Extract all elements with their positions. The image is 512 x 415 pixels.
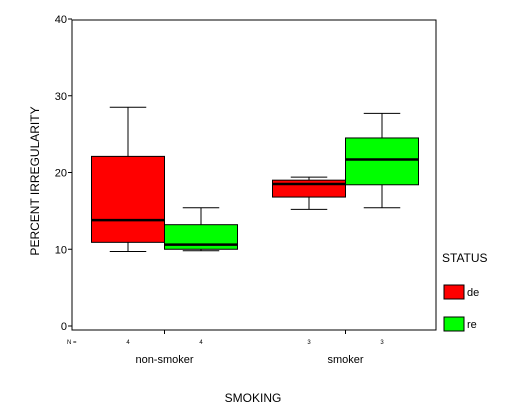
legend-label-de: de bbox=[467, 287, 479, 299]
y-tick-label: 10 bbox=[55, 244, 67, 256]
legend: STATUS de re bbox=[442, 251, 488, 332]
category-label: smoker bbox=[327, 354, 363, 366]
n-count-label: 4 bbox=[126, 340, 130, 346]
box-de bbox=[272, 179, 346, 198]
legend-swatch-re bbox=[443, 316, 465, 332]
y-tick-label: 20 bbox=[55, 168, 67, 180]
box-de bbox=[91, 155, 165, 243]
y-tick-label: 0 bbox=[61, 321, 67, 333]
x-axis: N = 4 4 non-smoker 3 3 smoker bbox=[67, 330, 384, 366]
legend-label-re: re bbox=[467, 319, 477, 331]
category-label: non-smoker bbox=[135, 354, 193, 366]
y-tick-label: 30 bbox=[55, 91, 67, 103]
box-group bbox=[91, 106, 419, 253]
n-count-label: 3 bbox=[380, 340, 384, 346]
n-count-label: 4 bbox=[199, 340, 203, 346]
n-prefix-label: N = bbox=[67, 340, 77, 346]
n-count-label: 3 bbox=[307, 340, 311, 346]
y-tick-label: 40 bbox=[55, 14, 67, 26]
legend-title: STATUS bbox=[442, 251, 488, 265]
y-axis: 0 10 20 30 40 bbox=[55, 14, 72, 333]
legend-swatch-de bbox=[443, 284, 465, 300]
y-axis-label: PERCENT IRREGULARITY bbox=[28, 106, 42, 255]
x-axis-label: SMOKING bbox=[225, 391, 282, 405]
box-re bbox=[345, 137, 419, 186]
